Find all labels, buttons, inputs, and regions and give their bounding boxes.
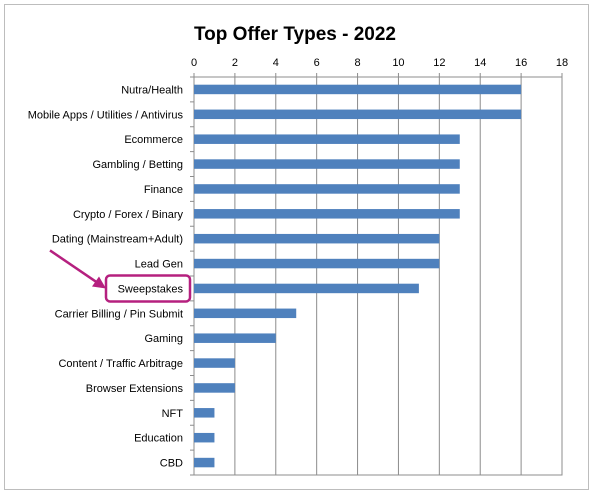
category-label: NFT [162,408,184,420]
bar [194,283,419,294]
category-label: Lead Gen [135,259,183,271]
x-tick-label: 12 [433,57,445,69]
category-label: Nutra/Health [121,84,183,96]
category-label: Carrier Billing / Pin Submit [55,308,183,320]
grid-layer [190,73,563,476]
x-tick-label: 6 [314,57,320,69]
bar [194,233,440,244]
x-tick-label: 14 [474,57,486,69]
highlight-arrow-head [92,276,106,289]
category-label: Finance [144,184,183,196]
category-label: Content / Traffic Arbitrage [58,358,183,370]
bar [194,308,297,319]
category-label: CBD [160,458,183,470]
x-tick-label: 0 [191,57,197,69]
x-tick-label: 16 [515,57,527,69]
bars-layer [194,84,522,468]
category-label: Mobile Apps / Utilities / Antivirus [28,109,184,121]
chart-title: Top Offer Types - 2022 [194,24,396,45]
category-labels: Nutra/Health Mobile Apps / Utilities / An… [28,84,184,469]
category-label: Gaming [144,333,183,345]
bar [194,134,460,144]
category-label: Sweepstakes [118,283,184,295]
bar [194,258,440,269]
bar [194,84,522,95]
bar [194,184,460,194]
category-label: Browser Extensions [86,383,184,395]
x-tick-label: 8 [354,57,360,69]
category-label: Gambling / Betting [93,159,184,171]
bar [194,209,460,219]
highlight-arrow-shaft [49,249,101,286]
bar [194,358,235,368]
category-label: Ecommerce [124,134,183,146]
category-label: Dating (Mainstream+Adult) [52,234,183,246]
x-tick-label: 10 [392,57,404,69]
category-label: Education [134,433,183,445]
x-axis-ticks: 0 2 4 6 8 10 12 14 16 18 [191,57,568,69]
bar [194,159,460,169]
bar [194,383,235,393]
bar [194,457,215,468]
x-tick-label: 18 [556,57,568,69]
highlight-layer [49,249,192,303]
bar [194,109,522,120]
bar [194,333,276,343]
bar [194,408,215,418]
bar [194,432,215,443]
x-tick-label: 2 [232,57,238,69]
category-label: Crypto / Forex / Binary [73,209,184,221]
x-tick-label: 4 [273,57,279,69]
